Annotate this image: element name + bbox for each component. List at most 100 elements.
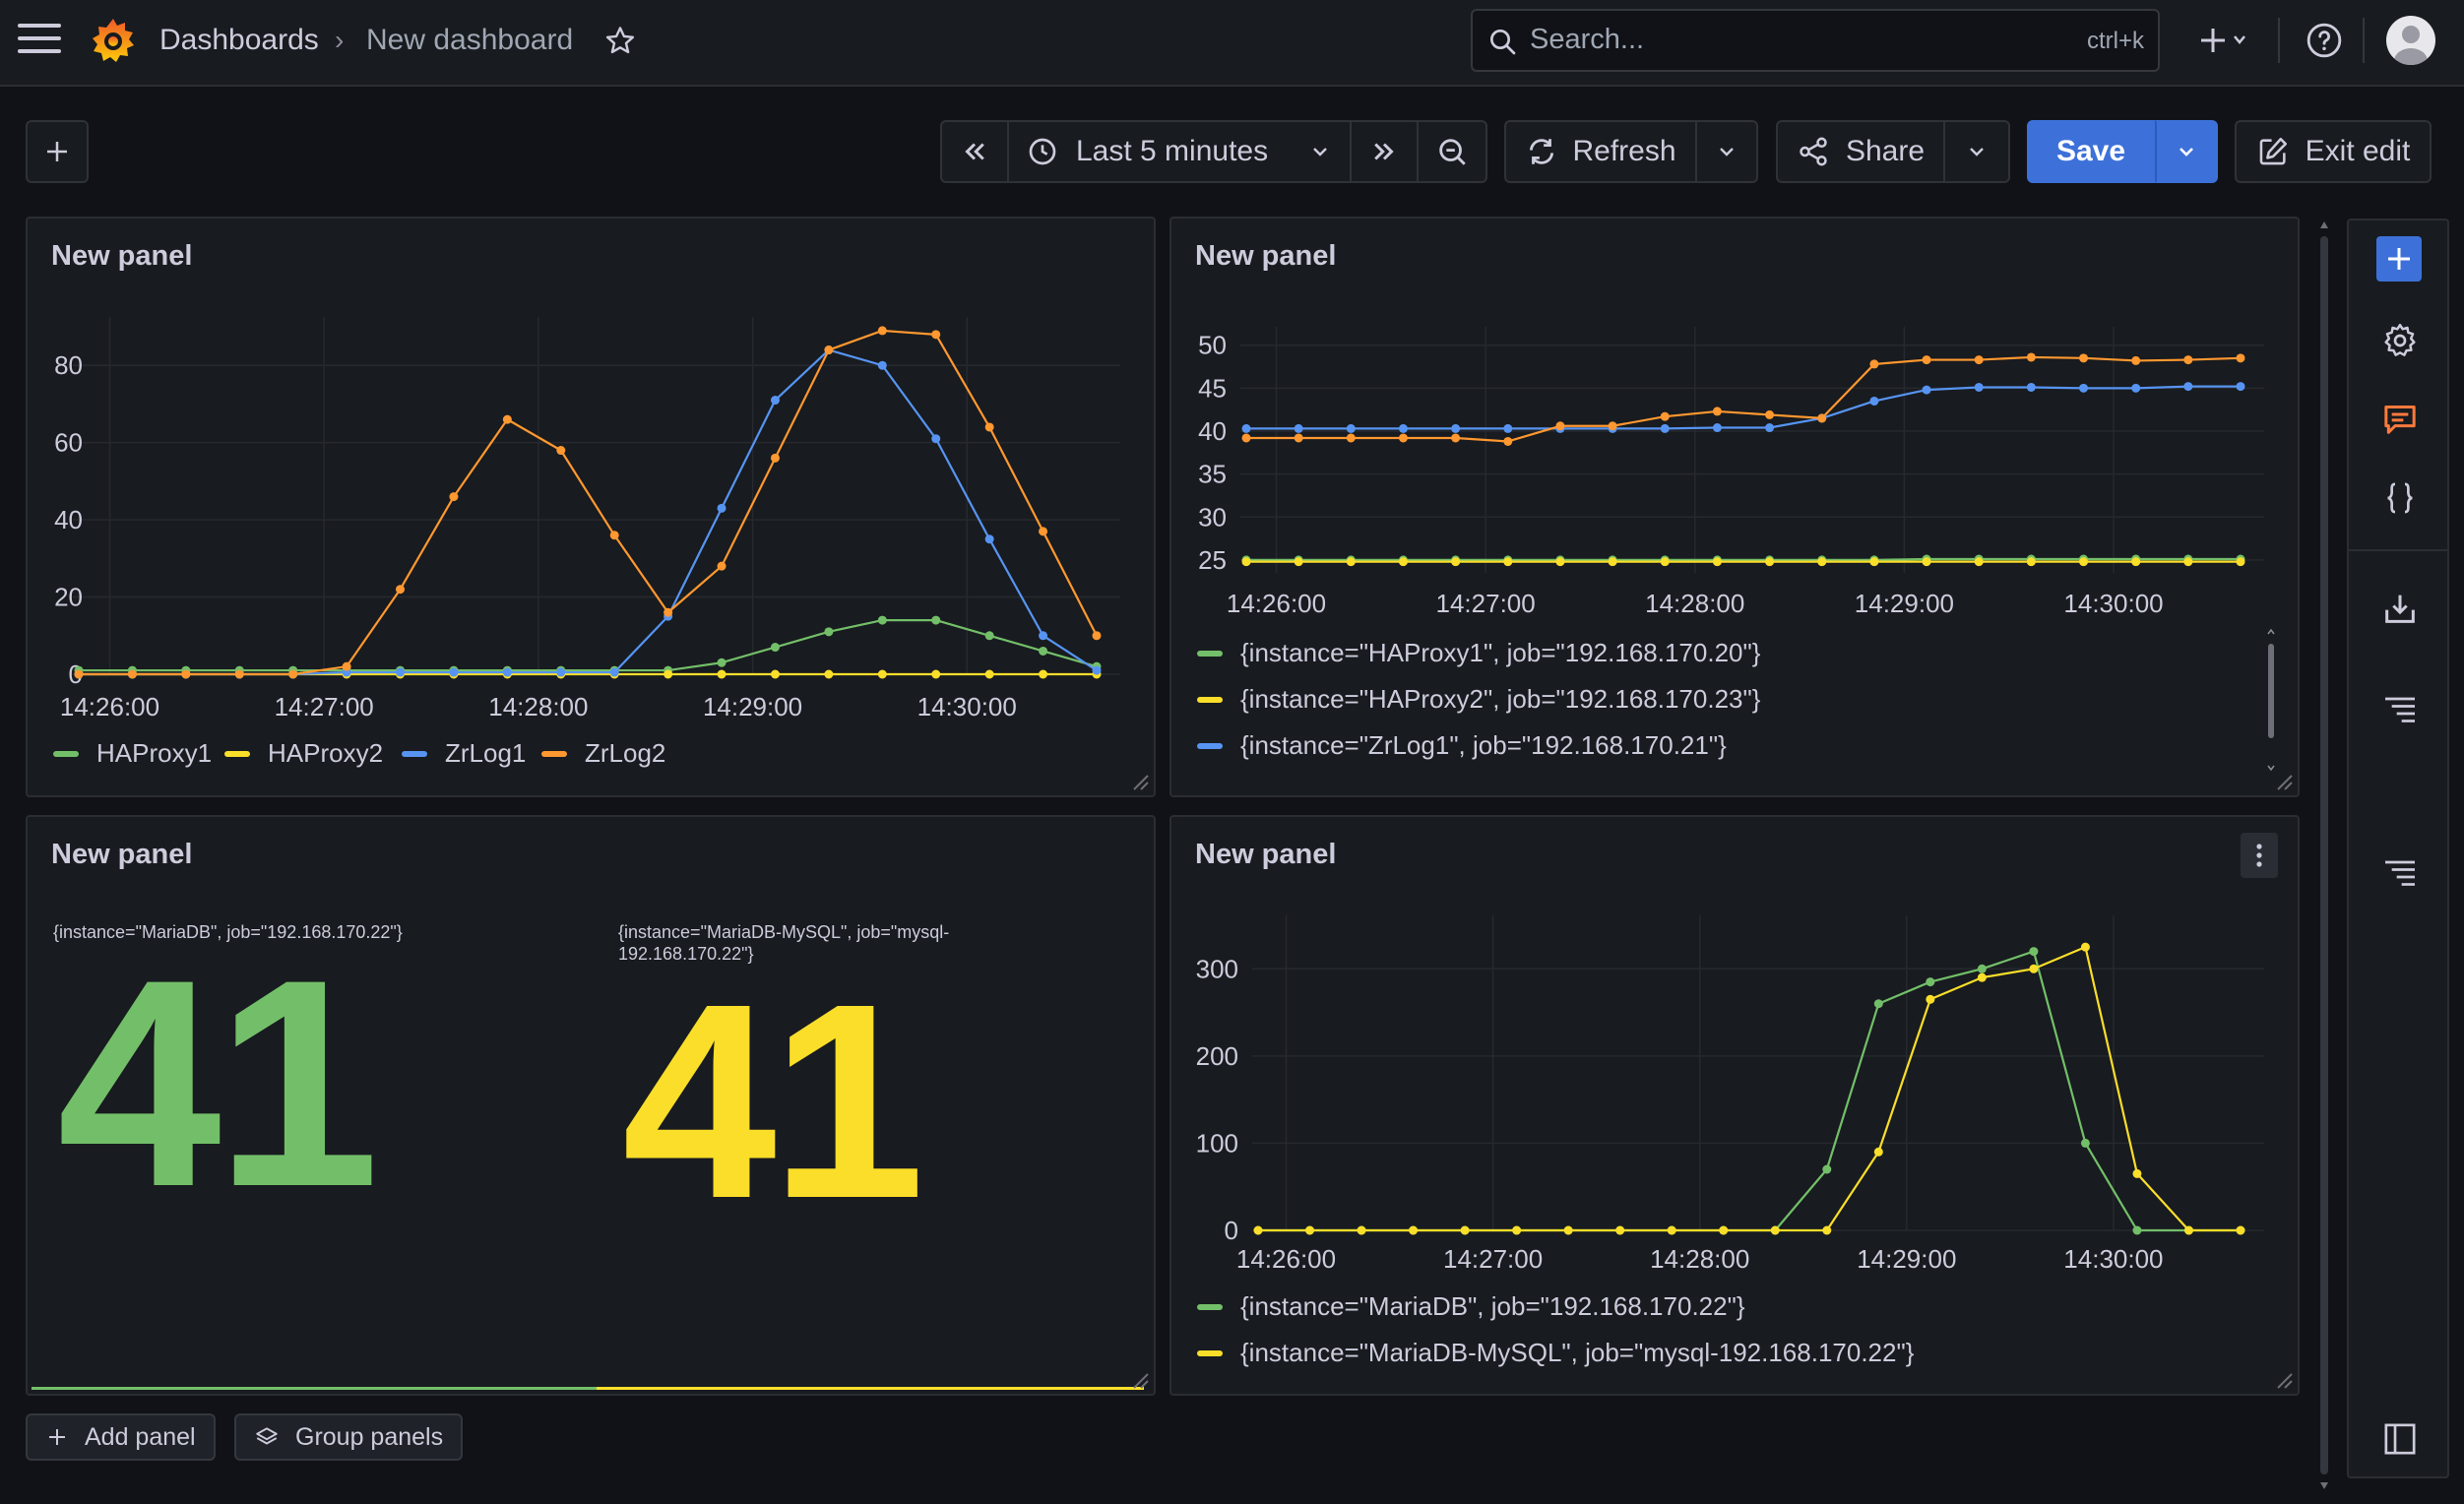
data-point[interactable]	[824, 345, 834, 355]
legend-item-zrlog1[interactable]: ZrLog1	[402, 738, 526, 769]
data-point[interactable]	[1667, 1225, 1676, 1235]
data-point[interactable]	[2131, 383, 2141, 393]
data-point[interactable]	[931, 615, 941, 625]
data-point[interactable]	[2131, 557, 2141, 567]
data-point[interactable]	[770, 669, 780, 679]
data-point[interactable]	[984, 669, 994, 679]
time-range-picker[interactable]: Last 5 minutes	[1007, 120, 1352, 183]
data-point[interactable]	[1822, 1225, 1832, 1235]
data-point[interactable]	[877, 669, 887, 679]
data-point[interactable]	[931, 330, 941, 340]
data-point[interactable]	[1660, 411, 1670, 421]
data-point[interactable]	[1555, 557, 1565, 567]
data-point[interactable]	[1294, 557, 1303, 567]
data-point[interactable]	[984, 422, 994, 432]
data-point[interactable]	[717, 561, 727, 571]
data-point[interactable]	[1346, 433, 1356, 443]
data-point[interactable]	[1305, 1225, 1315, 1235]
data-point[interactable]	[877, 360, 887, 370]
data-point[interactable]	[609, 667, 619, 677]
series-line[interactable]	[79, 618, 1098, 672]
legend-item-haproxy1[interactable]: {instance="HAProxy1", job="192.168.170.2…	[1197, 638, 1760, 668]
legend-item-haproxy2[interactable]: {instance="HAProxy2", job="192.168.170.2…	[1197, 684, 1760, 715]
data-point[interactable]	[1974, 557, 1984, 567]
data-point[interactable]	[2080, 942, 2090, 952]
save-options-dropdown[interactable]	[2155, 120, 2218, 183]
data-point[interactable]	[2079, 383, 2089, 393]
data-point[interactable]	[2236, 557, 2245, 567]
data-point[interactable]	[1873, 1147, 1883, 1157]
data-point[interactable]	[2029, 964, 2039, 973]
data-point[interactable]	[1039, 631, 1048, 641]
panel-timeseries-1[interactable]: New panel 02040608014:26:0014:27:0014:28…	[26, 217, 1156, 797]
data-point[interactable]	[1503, 436, 1513, 446]
data-point[interactable]	[2132, 1168, 2142, 1178]
series-3[interactable]	[1241, 352, 2245, 446]
data-point[interactable]	[1451, 433, 1461, 443]
data-point[interactable]	[1346, 557, 1356, 567]
outline-icon[interactable]	[2380, 852, 2420, 892]
data-point[interactable]	[984, 631, 994, 641]
data-point[interactable]	[1241, 433, 1251, 443]
data-point[interactable]	[1460, 1225, 1470, 1235]
data-point[interactable]	[2079, 557, 2089, 567]
data-point[interactable]	[2183, 382, 2193, 392]
data-point[interactable]	[288, 669, 298, 679]
data-point[interactable]	[1922, 385, 1931, 395]
resize-handle[interactable]	[1130, 772, 1150, 791]
legend-scrollbar[interactable]	[2266, 626, 2276, 774]
panel-menu-button[interactable]	[2241, 833, 2278, 878]
data-point[interactable]	[1357, 1225, 1366, 1235]
legend-item-mariadb-mysql[interactable]: {instance="MariaDB-MySQL", job="mysql-19…	[1197, 1338, 1914, 1368]
data-point[interactable]	[74, 669, 84, 679]
data-point[interactable]	[1873, 999, 1883, 1009]
data-point[interactable]	[342, 661, 351, 671]
data-point[interactable]	[1451, 557, 1461, 567]
data-point[interactable]	[1563, 1225, 1573, 1235]
data-point[interactable]	[2183, 355, 2193, 365]
series-line[interactable]	[1246, 557, 2241, 562]
json-braces-icon[interactable]	[2380, 478, 2420, 518]
star-icon[interactable]	[602, 24, 638, 59]
data-point[interactable]	[449, 492, 459, 502]
data-point[interactable]	[556, 446, 566, 456]
add-panel-button[interactable]: Add panel	[26, 1413, 216, 1461]
comment-icon[interactable]	[2380, 400, 2420, 439]
add-button[interactable]	[26, 120, 89, 183]
data-point[interactable]	[931, 669, 941, 679]
data-point[interactable]	[877, 326, 887, 336]
data-point[interactable]	[1241, 557, 1251, 567]
data-point[interactable]	[1092, 665, 1102, 675]
data-point[interactable]	[1770, 1225, 1780, 1235]
data-point[interactable]	[1409, 1225, 1419, 1235]
data-point[interactable]	[663, 607, 673, 617]
panel-stat[interactable]: New panel {instance="MariaDB", job="192.…	[26, 815, 1156, 1396]
group-panels-button[interactable]: Group panels	[234, 1413, 464, 1461]
data-point[interactable]	[1974, 382, 1984, 392]
series-line[interactable]	[79, 329, 1098, 676]
share-button[interactable]: Share	[1776, 120, 1945, 183]
data-point[interactable]	[1398, 557, 1408, 567]
data-point[interactable]	[1294, 433, 1303, 443]
data-point[interactable]	[2236, 1225, 2245, 1235]
gear-icon[interactable]	[2380, 321, 2420, 360]
data-point[interactable]	[1039, 669, 1048, 679]
add-icon[interactable]	[2376, 236, 2422, 282]
data-point[interactable]	[717, 669, 727, 679]
data-point[interactable]	[770, 453, 780, 463]
data-point[interactable]	[1765, 423, 1775, 433]
data-point[interactable]	[2026, 382, 2036, 392]
dock-panel-icon[interactable]	[2380, 1419, 2420, 1459]
data-point[interactable]	[1822, 1164, 1832, 1174]
data-point[interactable]	[1817, 557, 1827, 567]
data-point[interactable]	[1765, 409, 1775, 419]
resize-handle[interactable]	[2274, 1370, 2294, 1390]
data-point[interactable]	[396, 585, 406, 595]
data-point[interactable]	[1765, 557, 1775, 567]
data-point[interactable]	[181, 669, 191, 679]
import-icon[interactable]	[2380, 589, 2420, 628]
data-point[interactable]	[1712, 423, 1722, 433]
data-point[interactable]	[2236, 353, 2245, 363]
resize-handle[interactable]	[2274, 772, 2294, 791]
save-button[interactable]: Save	[2027, 120, 2155, 183]
